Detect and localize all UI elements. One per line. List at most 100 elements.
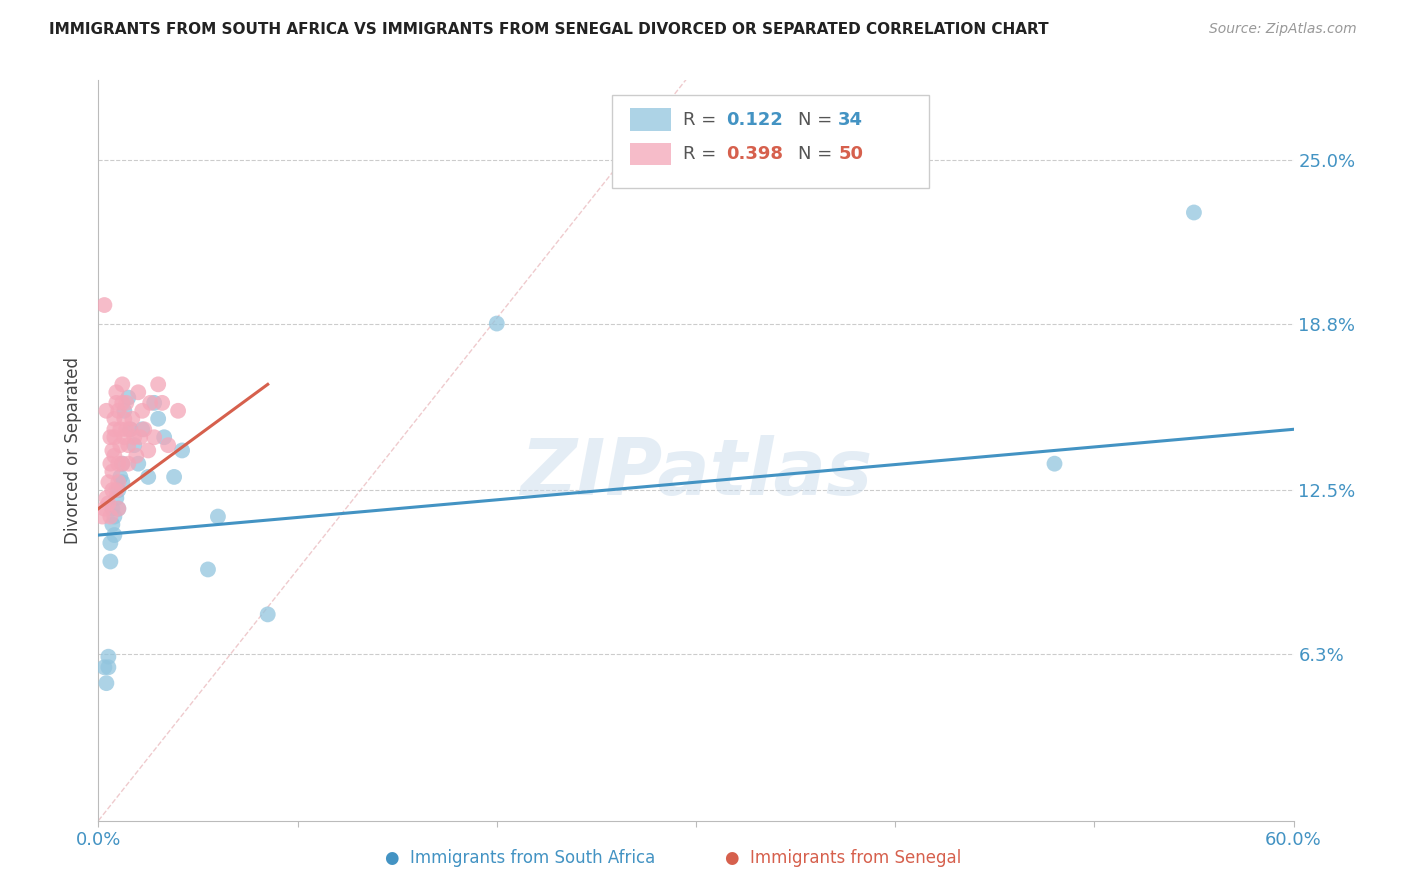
Point	[1043, 457, 1066, 471]
Point	[107, 404, 129, 418]
Point	[150, 396, 173, 410]
Point	[139, 396, 162, 410]
Text: IMMIGRANTS FROM SOUTH AFRICA VS IMMIGRANTS FROM SENEGAL DIVORCED OR SEPARATED CO: IMMIGRANTS FROM SOUTH AFRICA VS IMMIGRAN…	[49, 22, 1049, 37]
Point	[143, 430, 166, 444]
Point	[131, 422, 153, 436]
Point	[111, 457, 134, 471]
Point	[134, 422, 156, 436]
Point	[157, 438, 180, 452]
Point	[97, 660, 120, 674]
Point	[107, 475, 129, 490]
Point	[129, 430, 152, 444]
Point	[103, 430, 125, 444]
Point	[96, 404, 118, 418]
Point	[93, 298, 115, 312]
Point	[97, 649, 120, 664]
Point	[111, 396, 134, 410]
Text: ZIPatlas: ZIPatlas	[520, 434, 872, 511]
Point	[101, 483, 124, 497]
Point	[93, 660, 115, 674]
Point	[148, 411, 170, 425]
Point	[120, 422, 142, 436]
Point	[1182, 205, 1205, 219]
Point	[111, 457, 134, 471]
Point	[107, 457, 129, 471]
Point	[98, 457, 122, 471]
Point	[197, 562, 219, 576]
Point	[105, 385, 128, 400]
Point	[101, 517, 124, 532]
Point	[98, 555, 122, 569]
Point	[131, 404, 153, 418]
Point	[163, 470, 186, 484]
Point	[103, 449, 125, 463]
Text: 50: 50	[838, 145, 863, 163]
Point	[103, 509, 125, 524]
Point	[98, 430, 122, 444]
Point	[256, 607, 278, 622]
Point	[107, 501, 129, 516]
Point	[120, 422, 142, 436]
Point	[172, 443, 194, 458]
Text: R =: R =	[683, 145, 721, 163]
Point	[125, 449, 148, 463]
Point	[103, 411, 125, 425]
Text: R =: R =	[683, 111, 721, 128]
Point	[97, 475, 120, 490]
FancyBboxPatch shape	[630, 109, 671, 130]
Point	[110, 438, 132, 452]
FancyBboxPatch shape	[630, 144, 671, 165]
Point	[98, 536, 122, 550]
Point	[105, 491, 128, 505]
Point	[101, 465, 124, 479]
Point	[96, 676, 118, 690]
Point	[110, 422, 132, 436]
Point	[117, 457, 139, 471]
Point	[98, 509, 122, 524]
Point	[127, 385, 149, 400]
Text: 0.398: 0.398	[725, 145, 783, 163]
Point	[112, 411, 135, 425]
Point	[117, 438, 139, 452]
Point	[107, 483, 129, 497]
Point	[148, 377, 170, 392]
Point	[96, 491, 118, 505]
Point	[121, 411, 143, 425]
Point	[117, 391, 139, 405]
Point	[124, 438, 146, 452]
Point	[153, 430, 176, 444]
Point	[105, 396, 128, 410]
Point	[112, 430, 135, 444]
Point	[101, 443, 124, 458]
Point	[112, 404, 135, 418]
Point	[207, 509, 229, 524]
Point	[91, 509, 114, 524]
Y-axis label: Divorced or Separated: Divorced or Separated	[65, 357, 83, 544]
Point	[115, 396, 138, 410]
Text: N =: N =	[797, 111, 838, 128]
Text: N =: N =	[797, 145, 838, 163]
Point	[101, 501, 124, 516]
Point	[127, 457, 149, 471]
Point	[111, 377, 134, 392]
Point	[97, 496, 120, 510]
Text: ●  Immigrants from Senegal: ● Immigrants from Senegal	[725, 849, 962, 867]
FancyBboxPatch shape	[613, 95, 929, 187]
Point	[124, 430, 146, 444]
Point	[115, 422, 138, 436]
Point	[110, 470, 132, 484]
Point	[111, 475, 134, 490]
Text: Source: ZipAtlas.com: Source: ZipAtlas.com	[1209, 22, 1357, 37]
Point	[103, 528, 125, 542]
Point	[136, 443, 159, 458]
Point	[167, 404, 190, 418]
Text: ●  Immigrants from South Africa: ● Immigrants from South Africa	[385, 849, 655, 867]
Point	[485, 317, 508, 331]
Point	[107, 501, 129, 516]
Point	[103, 422, 125, 436]
Point	[136, 470, 159, 484]
Point	[105, 483, 128, 497]
Text: 0.122: 0.122	[725, 111, 783, 128]
Point	[143, 396, 166, 410]
Text: 34: 34	[838, 111, 863, 128]
